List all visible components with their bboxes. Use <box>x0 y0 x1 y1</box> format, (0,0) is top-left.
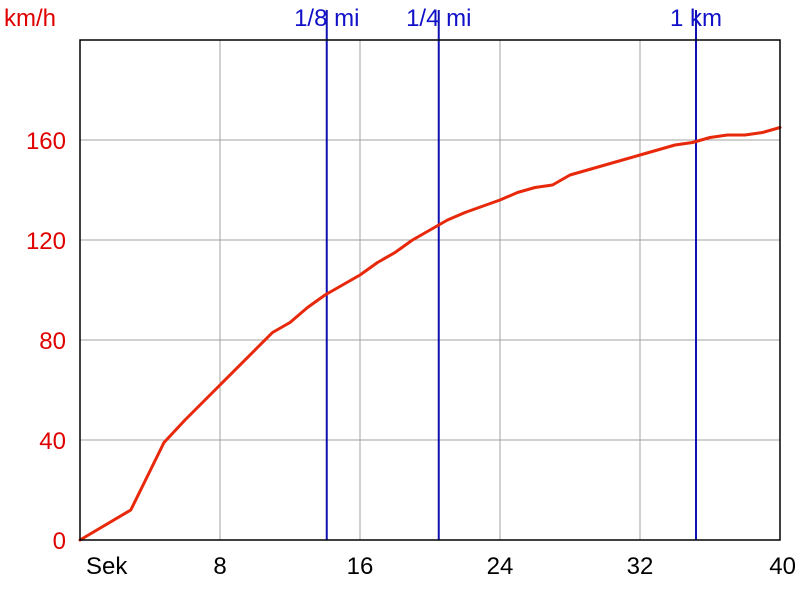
x-tick-label: 24 <box>487 553 514 580</box>
x-axis-unit-label: Sek <box>86 553 128 580</box>
series-layer <box>78 126 782 542</box>
distance-marker-label: 1/8 mi <box>294 5 359 32</box>
y-tick-label: 160 <box>26 128 66 155</box>
distance-marker-label: 1/4 mi <box>406 5 471 32</box>
y-tick-label: 80 <box>39 328 66 355</box>
y-tick-label: 40 <box>39 428 66 455</box>
axes <box>79 39 781 541</box>
plot-frame <box>79 39 781 541</box>
axis-labels: km/h Sek 1/8 mi 1/4 mi 1 km 0 40 80 120 160 8 16 2… <box>4 5 796 580</box>
x-tick-label: 8 <box>213 553 226 580</box>
grid-lines <box>80 40 780 540</box>
y-axis-unit-label: km/h <box>4 5 56 32</box>
distance-markers <box>325 10 697 540</box>
speed-series-line <box>78 126 782 542</box>
y-tick-label: 0 <box>53 528 66 555</box>
y-tick-label: 120 <box>26 228 66 255</box>
x-tick-label: 16 <box>347 553 374 580</box>
distance-marker-label: 1 km <box>670 5 722 32</box>
x-tick-label: 32 <box>627 553 654 580</box>
x-tick-label: 40 <box>769 553 796 580</box>
